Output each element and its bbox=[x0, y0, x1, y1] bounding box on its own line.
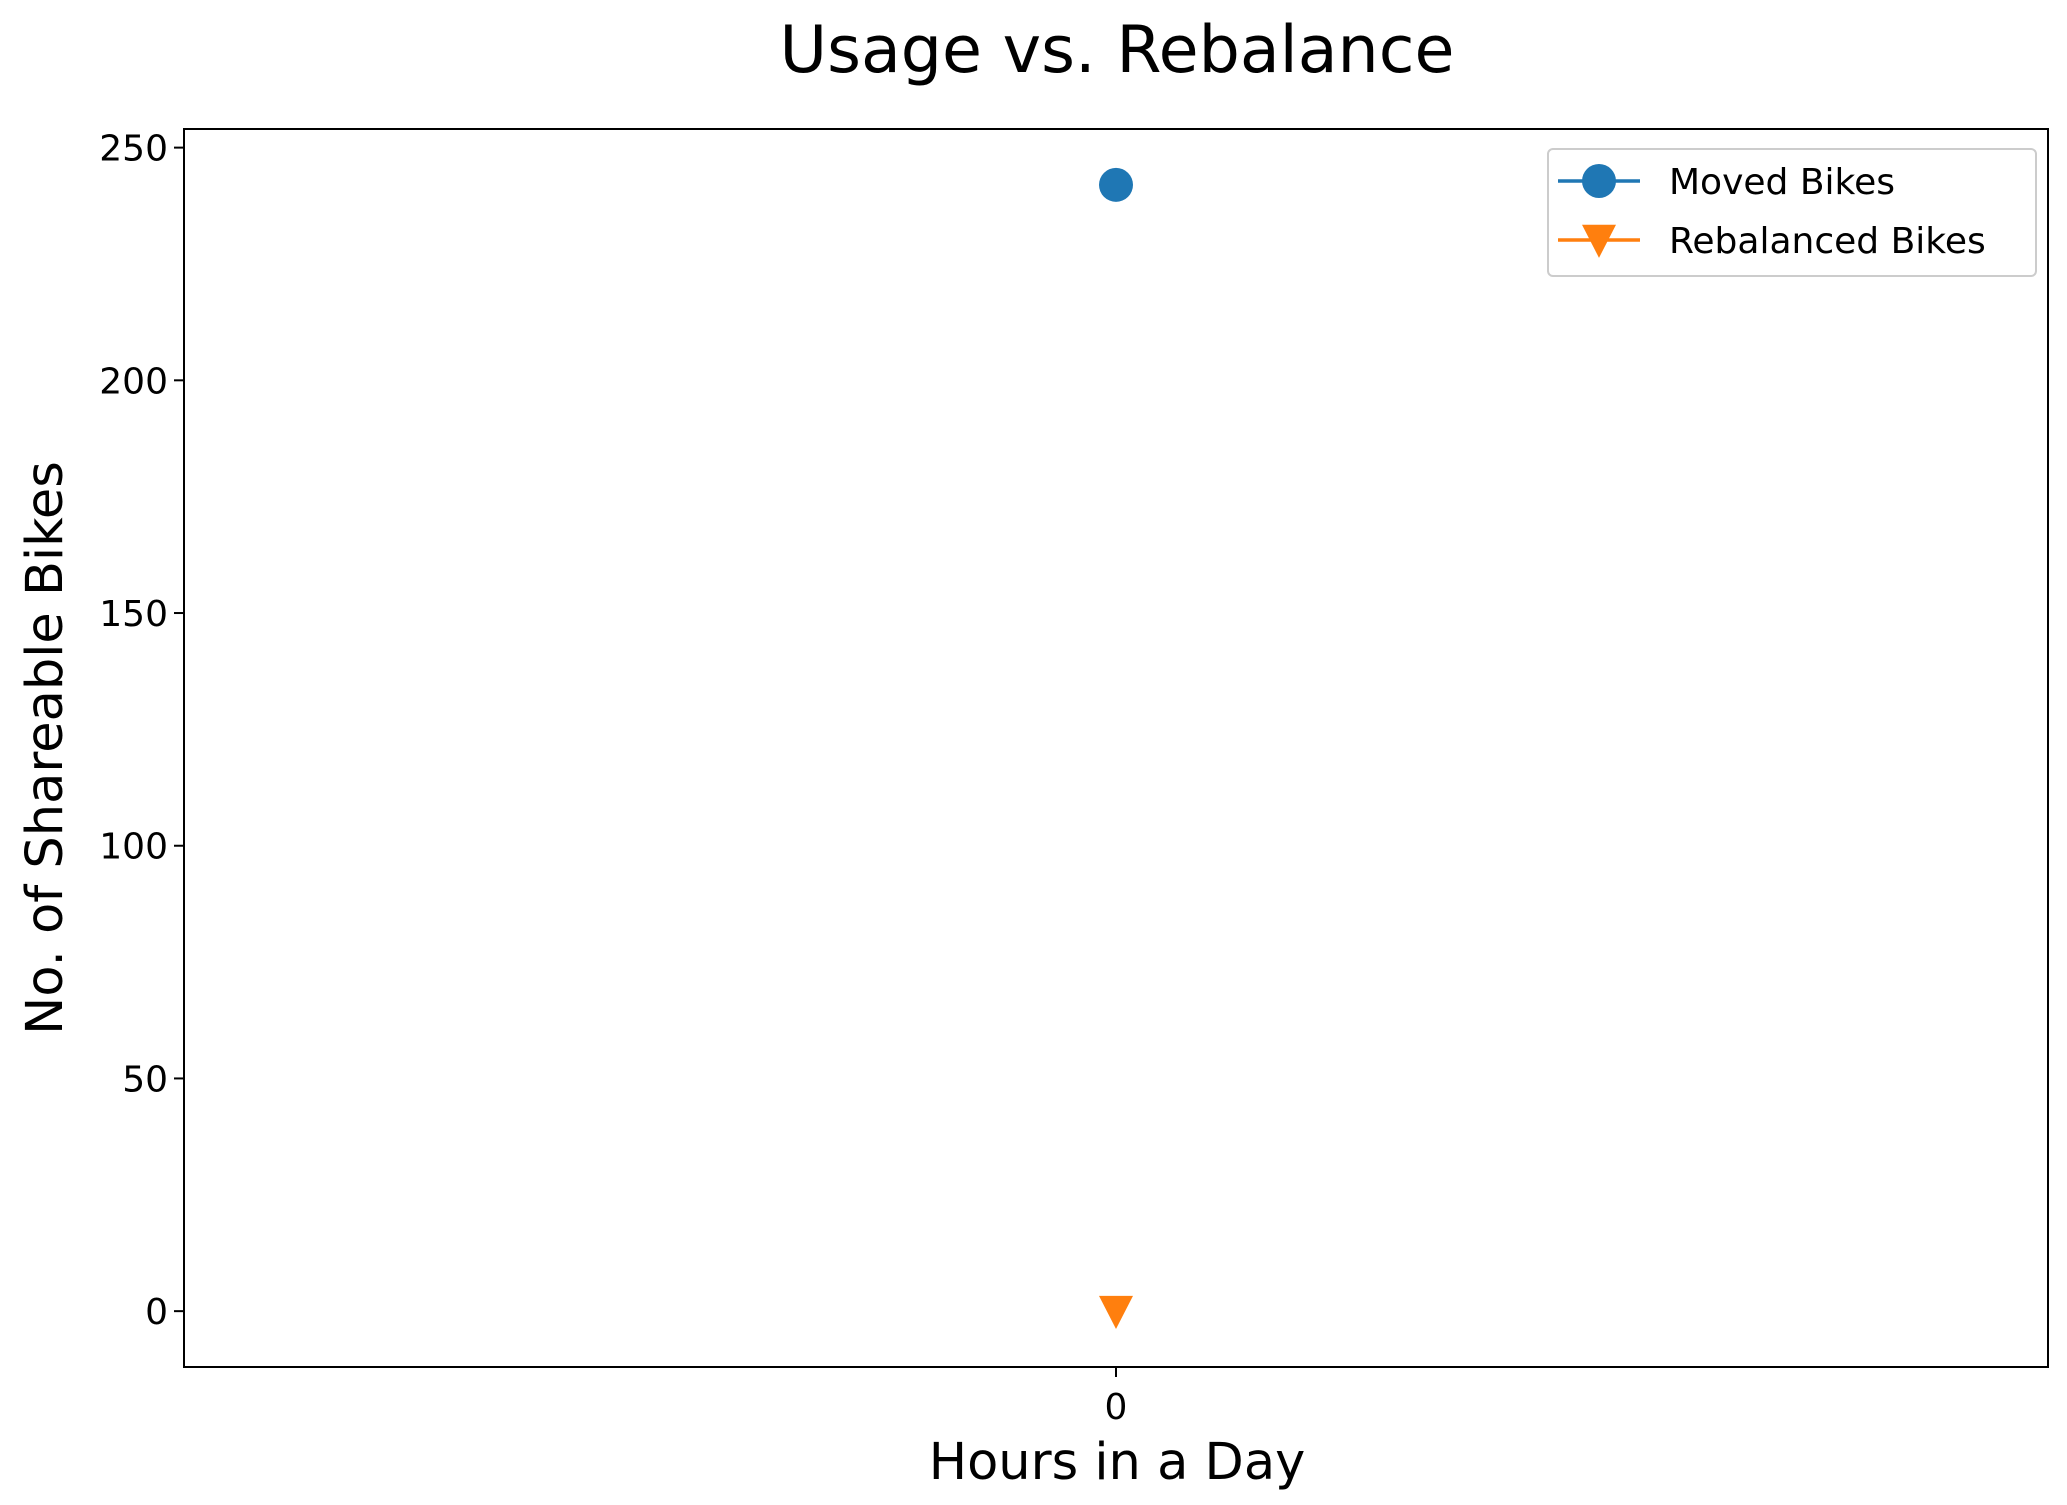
y-tick-label: 100 bbox=[99, 827, 168, 868]
chart-title: Usage vs. Rebalance bbox=[780, 13, 1455, 88]
data-marks bbox=[1099, 167, 1133, 1330]
legend-item-moved-bikes: Moved Bikes bbox=[1558, 162, 1895, 203]
y-tick-label: 150 bbox=[99, 594, 168, 635]
legend-item-rebalanced-bikes: Rebalanced Bikes bbox=[1558, 221, 1986, 262]
x-axis-label: Hours in a Day bbox=[929, 1433, 1306, 1492]
x-tick-label: 0 bbox=[1105, 1387, 1128, 1428]
x-axis: 0 bbox=[1105, 1367, 1128, 1428]
y-axis: 0 50 100 150 200 250 bbox=[99, 129, 184, 1333]
y-tick-label: 250 bbox=[99, 129, 168, 170]
y-tick-label: 50 bbox=[122, 1059, 168, 1100]
y-axis-label: No. of Shareable Bikes bbox=[16, 461, 75, 1035]
legend-box bbox=[1547, 148, 2037, 277]
legend-label: Rebalanced Bikes bbox=[1669, 221, 1986, 262]
plot-area bbox=[183, 128, 2049, 1368]
legend-label: Moved Bikes bbox=[1669, 162, 1895, 203]
legend: Moved Bikes Rebalanced Bikes bbox=[1547, 148, 2037, 277]
legend-marker bbox=[1582, 224, 1616, 258]
data-point-moved-bikes bbox=[1099, 167, 1133, 202]
y-tick-label: 200 bbox=[99, 361, 168, 402]
data-point-rebalanced-bikes bbox=[1099, 1295, 1133, 1330]
legend-marker bbox=[1582, 164, 1616, 198]
y-tick-label: 0 bbox=[145, 1292, 168, 1333]
